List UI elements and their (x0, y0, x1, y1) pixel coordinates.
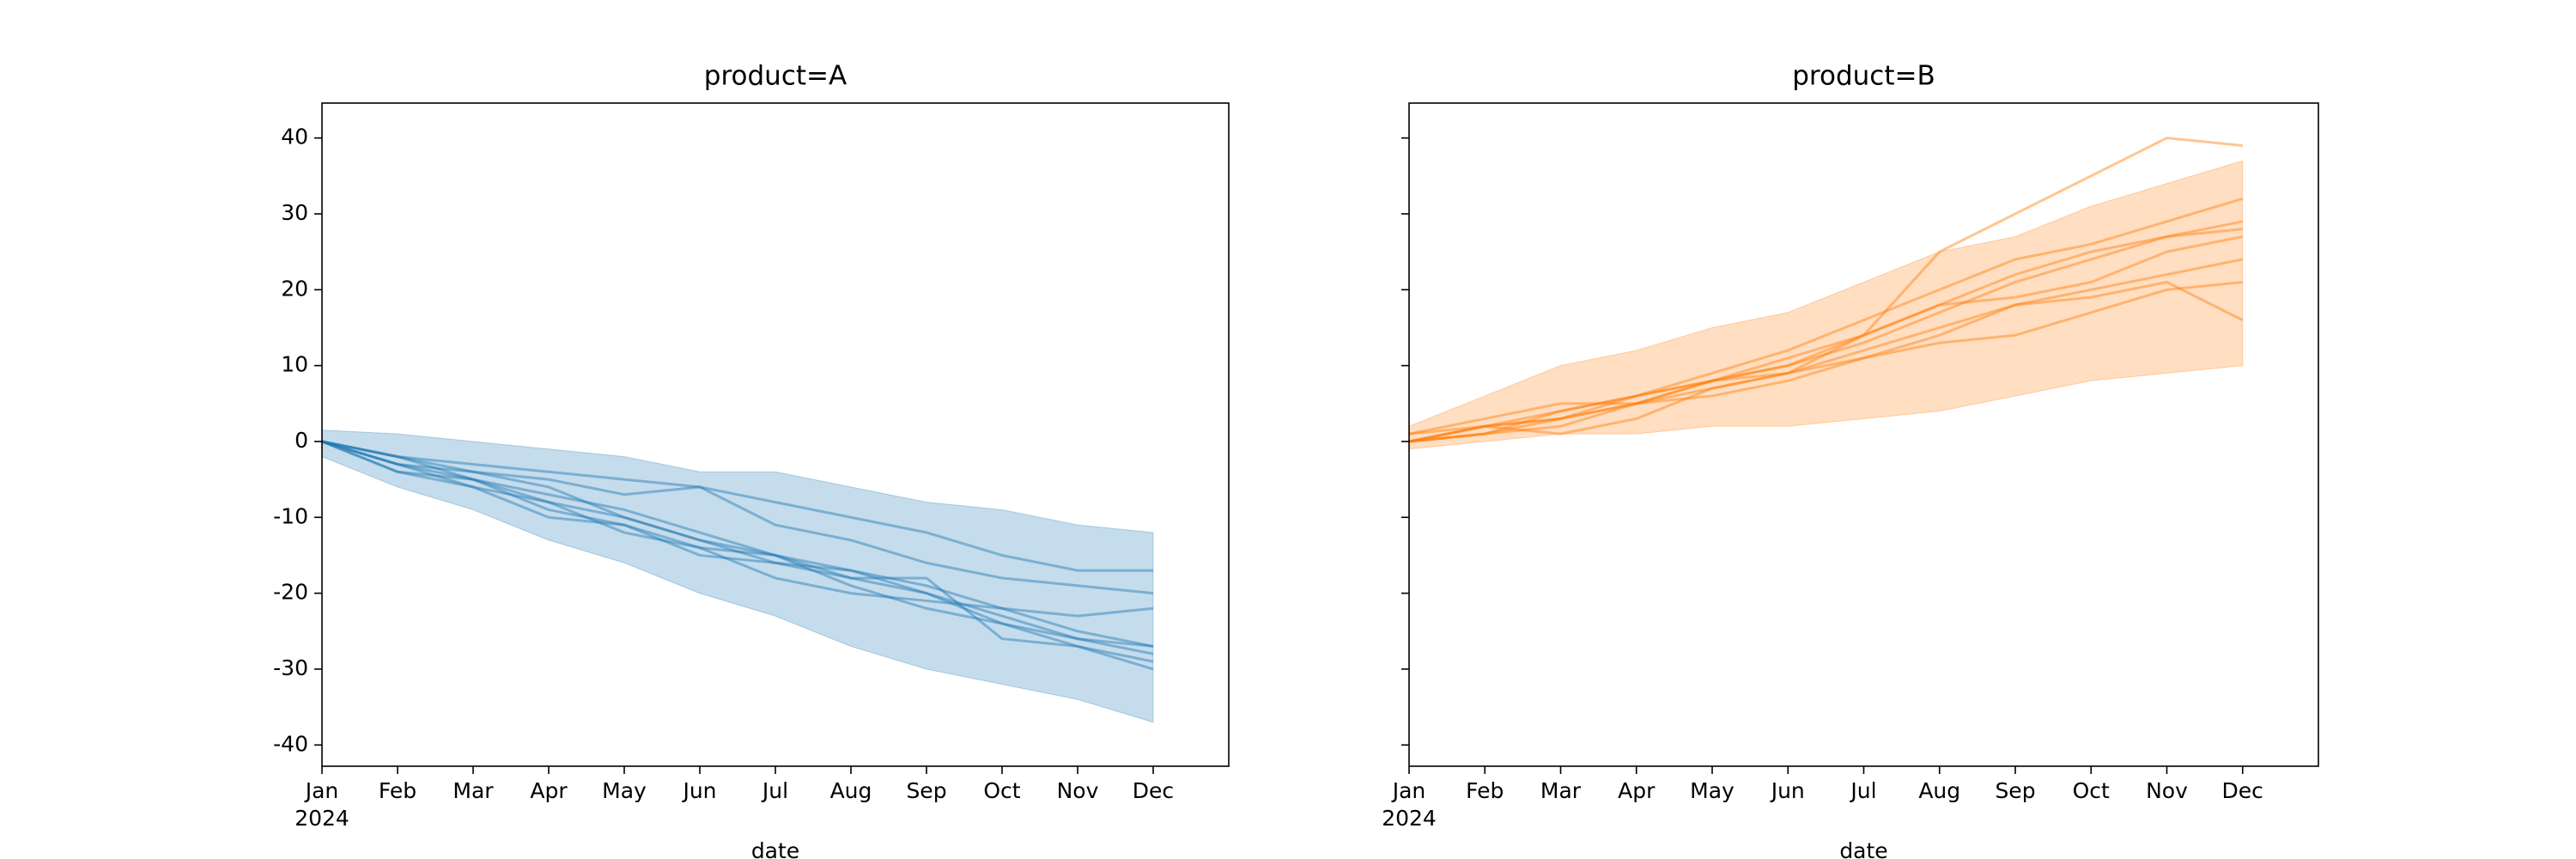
x-year-label: 2024 (1382, 806, 1437, 831)
x-tick-label: May (1690, 778, 1735, 803)
x-tick-label: Nov (2146, 778, 2188, 803)
band (321, 430, 1154, 723)
y-tick-label: 30 (281, 200, 308, 225)
x-tick-label: Dec (1133, 778, 1174, 803)
x-year-label: 2024 (295, 806, 349, 831)
line (1408, 235, 2244, 443)
line (321, 440, 1153, 572)
line (1408, 220, 2244, 436)
x-tick-label: Jul (1849, 778, 1876, 803)
x-tick-label: Mar (1540, 778, 1582, 803)
y-tick-label: 10 (281, 352, 308, 377)
y-tick-label: 40 (281, 125, 308, 149)
x-tick-label: Feb (379, 778, 416, 803)
x-tick-label: Aug (830, 778, 872, 803)
panel-title: product=A (704, 61, 847, 92)
line (321, 440, 1154, 671)
x-axis-label: date (1839, 838, 1887, 859)
line (1408, 280, 2243, 443)
x-tick-label: Apr (1618, 778, 1656, 803)
x-tick-label: Jun (1770, 778, 1805, 803)
line (321, 440, 1154, 648)
x-axis-label: date (751, 838, 799, 859)
line (1408, 258, 2244, 436)
line (1408, 137, 2243, 443)
line (1408, 228, 2243, 443)
x-tick-label: Oct (2073, 778, 2110, 803)
x-tick-label: May (602, 778, 647, 803)
x-tick-label: Aug (1918, 778, 1960, 803)
x-tick-label: Jan (1391, 778, 1426, 803)
x-tick-label: Jul (761, 778, 788, 803)
x-tick-label: Jun (681, 778, 716, 803)
band (1408, 160, 2244, 450)
x-tick-label: Dec (2222, 778, 2263, 803)
x-tick-label: Jan (304, 778, 339, 803)
line (321, 440, 1154, 595)
x-tick-label: Sep (1995, 778, 2035, 803)
line (1408, 280, 2244, 443)
y-tick-label: -40 (273, 731, 308, 756)
x-tick-label: Mar (453, 778, 494, 803)
y-tick-label: -30 (273, 655, 308, 680)
y-tick-label: 20 (281, 276, 308, 301)
y-tick-label: -10 (273, 503, 308, 528)
y-tick-label: 0 (295, 428, 308, 453)
line (1408, 197, 2244, 443)
line (321, 440, 1154, 648)
line (321, 440, 1154, 663)
panel-title: product=B (1792, 61, 1935, 92)
line (321, 440, 1154, 618)
y-tick-label: -20 (273, 580, 308, 605)
x-tick-label: Nov (1057, 778, 1099, 803)
line (321, 440, 1154, 655)
x-tick-label: Sep (906, 778, 946, 803)
x-tick-label: Feb (1466, 778, 1504, 803)
x-tick-label: Apr (530, 778, 568, 803)
x-tick-label: Oct (983, 778, 1020, 803)
